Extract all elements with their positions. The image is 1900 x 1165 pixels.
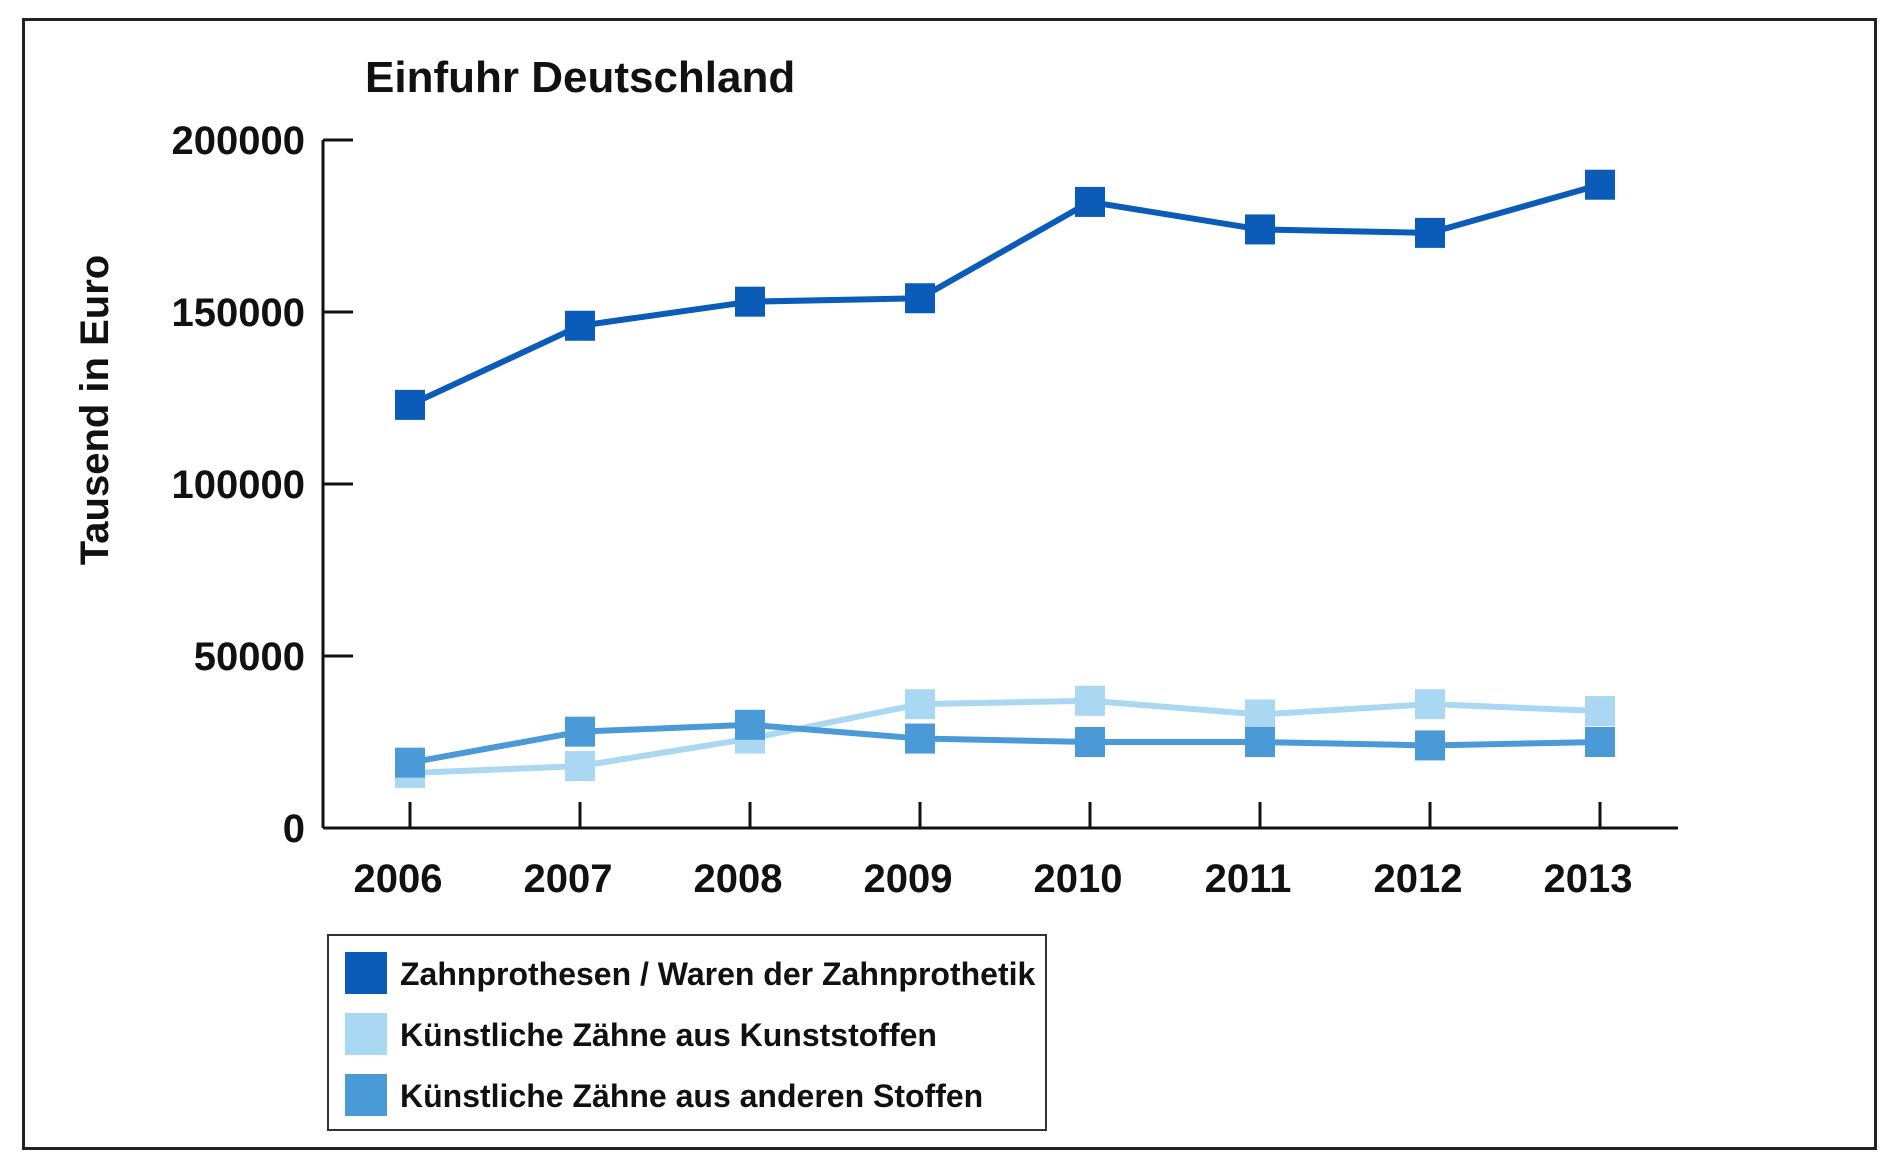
legend-label-1: Zahnprothesen / Waren der Zahnprothetik — [400, 956, 1036, 992]
series-3-point — [905, 723, 935, 754]
series-1-point — [395, 389, 425, 420]
series-lines — [408, 181, 1601, 776]
y-ticks: 0 50000 100000 150000 200000 — [172, 119, 353, 851]
legend-label-3: Künstliche Zähne aus anderen Stoffen — [400, 1078, 983, 1114]
series-1-point — [565, 310, 595, 341]
series-markers — [395, 169, 1615, 788]
legend-box — [327, 934, 1047, 1131]
legend-label-2: Künstliche Zähne aus Kunststoffen — [400, 1017, 937, 1053]
series-1-point — [1075, 186, 1105, 217]
legend-items: Zahnprothesen / Waren der Zahnprothetik K… — [345, 952, 1036, 1116]
x-ticks: 2006 2007 2008 2009 2010 2011 2012 2013 — [354, 802, 1633, 901]
y-tick-label: 100000 — [172, 463, 305, 507]
series-line-2 — [409, 697, 1601, 776]
series-1-point — [905, 283, 935, 314]
legend-swatch-1 — [345, 952, 387, 994]
series-2-point — [905, 689, 935, 720]
legend: Zahnprothesen / Waren der Zahnprothetik K… — [327, 934, 1047, 1131]
series-2-point — [1075, 685, 1105, 716]
legend-swatch-2 — [345, 1013, 387, 1055]
series-3-point — [565, 716, 595, 747]
x-tick-label: 2009 — [864, 857, 953, 901]
x-tick-label: 2011 — [1205, 857, 1292, 901]
series-3-point — [1415, 730, 1445, 761]
series-2-point — [1245, 699, 1275, 730]
series-line-3 — [409, 721, 1601, 766]
y-tick-label: 150000 — [172, 291, 305, 335]
series-3-point — [1245, 727, 1275, 757]
series-line-1 — [408, 181, 1601, 408]
series-3-point — [1075, 727, 1105, 757]
series-2-point — [1415, 689, 1445, 720]
x-tick-label: 2007 — [524, 857, 613, 901]
axes — [321, 140, 1678, 830]
x-tick-label: 2013 — [1544, 857, 1633, 901]
series-3-point — [395, 747, 425, 778]
y-tick-label: 200000 — [172, 119, 305, 163]
series-1-point — [735, 286, 765, 317]
legend-swatch-3 — [345, 1074, 387, 1116]
y-tick-label: 50000 — [194, 635, 305, 679]
series-2-point — [565, 751, 595, 782]
series-1-point — [1245, 214, 1275, 245]
series-3-point — [735, 709, 765, 740]
series-1-point — [1415, 217, 1445, 248]
series-1-point — [1585, 169, 1615, 200]
chart-title: Einfuhr Deutschland — [365, 53, 795, 102]
y-tick-label: 0 — [283, 807, 305, 851]
series-3-point — [1585, 727, 1615, 757]
x-tick-label: 2008 — [694, 857, 783, 901]
y-axis-label: Tausend in Euro — [73, 255, 117, 565]
x-tick-label: 2006 — [354, 857, 443, 901]
series-2-point — [1585, 696, 1615, 727]
x-tick-label: 2012 — [1374, 857, 1463, 901]
x-tick-label: 2010 — [1034, 857, 1123, 901]
